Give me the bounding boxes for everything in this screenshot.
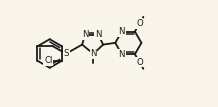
Text: N: N bbox=[119, 50, 125, 59]
Text: O: O bbox=[136, 19, 143, 28]
Text: N: N bbox=[90, 49, 97, 58]
Text: N: N bbox=[119, 27, 125, 36]
Text: S: S bbox=[63, 49, 69, 58]
Text: N: N bbox=[82, 30, 88, 39]
Text: Cl: Cl bbox=[44, 56, 53, 65]
Text: N: N bbox=[95, 30, 102, 39]
Text: O: O bbox=[136, 58, 143, 67]
